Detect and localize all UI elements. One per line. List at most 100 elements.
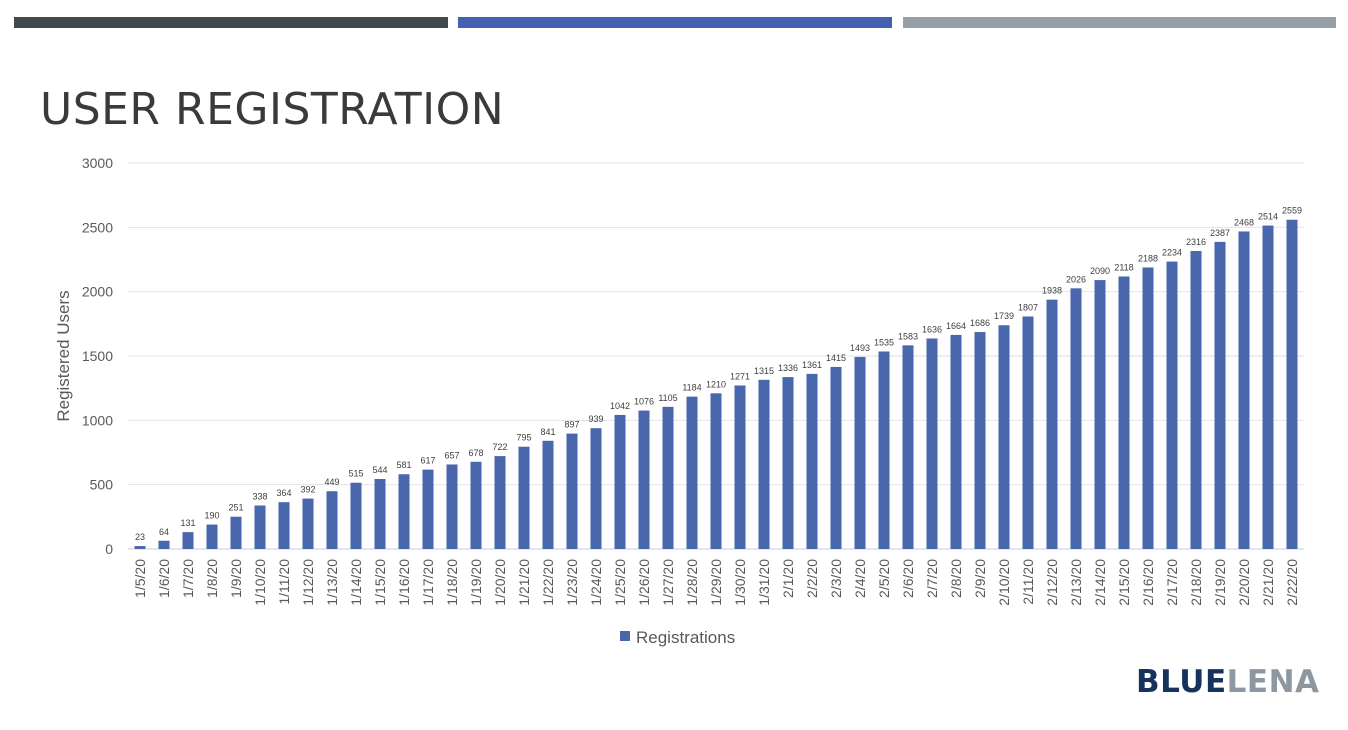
bar (614, 414, 626, 549)
header-bar-dark (14, 17, 448, 28)
bar (566, 433, 578, 549)
bar (1070, 288, 1082, 549)
x-tick-label: 1/30/20 (732, 559, 748, 606)
data-label: 1336 (778, 363, 798, 373)
x-tick-label: 1/5/20 (132, 559, 148, 598)
data-label: 1042 (610, 401, 630, 411)
x-tick-label: 2/17/20 (1164, 559, 1180, 606)
bar (182, 532, 194, 549)
bar (254, 505, 266, 549)
bar (590, 428, 602, 549)
bar (782, 377, 794, 549)
data-label: 251 (228, 503, 243, 513)
data-label: 617 (420, 456, 435, 466)
x-tick-label: 2/20/20 (1236, 559, 1252, 606)
data-label: 544 (372, 465, 387, 475)
x-tick-label: 1/15/20 (372, 559, 388, 606)
data-label: 1415 (826, 353, 846, 363)
data-label: 657 (444, 450, 459, 460)
x-tick-label: 1/8/20 (204, 559, 220, 598)
bar (1022, 316, 1034, 549)
bar (734, 385, 746, 549)
bar (902, 345, 914, 549)
bar (1286, 219, 1298, 549)
x-tick-label: 1/19/20 (468, 559, 484, 606)
data-label: 1664 (946, 321, 966, 331)
y-tick-label: 500 (90, 477, 114, 493)
bar (1142, 267, 1154, 549)
data-label: 2387 (1210, 228, 1230, 238)
x-tick-label: 1/26/20 (636, 559, 652, 606)
bar (806, 373, 818, 549)
x-tick-label: 1/27/20 (660, 559, 676, 606)
data-label: 2316 (1186, 237, 1206, 247)
data-label: 515 (348, 469, 363, 479)
x-tick-label: 2/2/20 (804, 559, 820, 598)
x-tick-label: 2/5/20 (876, 559, 892, 598)
data-label: 678 (468, 448, 483, 458)
bar (854, 356, 866, 549)
data-label: 795 (516, 433, 531, 443)
x-tick-label: 1/6/20 (156, 559, 172, 598)
y-tick-label: 2000 (82, 284, 113, 300)
bar (878, 351, 890, 549)
data-label: 1076 (634, 397, 654, 407)
data-label: 2514 (1258, 212, 1278, 222)
data-label: 2090 (1090, 266, 1110, 276)
bar (662, 406, 674, 549)
bar (1118, 276, 1130, 549)
bar (350, 482, 362, 549)
data-label: 1271 (730, 371, 750, 381)
bar (998, 325, 1010, 549)
bar (950, 334, 962, 549)
bar (470, 461, 482, 549)
data-label: 1184 (682, 383, 701, 393)
bar (710, 393, 722, 549)
x-tick-label: 1/24/20 (588, 559, 604, 606)
bar (134, 546, 146, 549)
x-tick-label: 2/6/20 (900, 559, 916, 598)
bar (686, 396, 698, 549)
bar (830, 366, 842, 549)
x-tick-label: 2/4/20 (852, 559, 868, 598)
x-tick-label: 1/29/20 (708, 559, 724, 606)
data-label: 449 (324, 477, 339, 487)
data-label: 190 (204, 511, 219, 521)
x-tick-label: 2/12/20 (1044, 559, 1060, 606)
data-label: 1636 (922, 325, 942, 335)
bar (638, 410, 650, 549)
y-tick-label: 0 (105, 541, 113, 557)
x-tick-label: 1/9/20 (228, 559, 244, 598)
bar (278, 502, 290, 549)
x-tick-label: 1/25/20 (612, 559, 628, 606)
data-label: 1361 (802, 360, 822, 370)
x-tick-label: 2/18/20 (1188, 559, 1204, 606)
bar (494, 456, 506, 549)
bar (1046, 299, 1058, 549)
header-bar-gray (903, 17, 1336, 28)
x-tick-label: 1/21/20 (516, 559, 532, 606)
bar (374, 479, 386, 549)
bar (326, 491, 338, 549)
bar (1238, 231, 1250, 549)
x-tick-label: 1/28/20 (684, 559, 700, 606)
data-label: 581 (396, 460, 411, 470)
data-label: 722 (492, 442, 507, 452)
x-tick-label: 2/15/20 (1116, 559, 1132, 606)
data-label: 338 (252, 492, 267, 502)
header-bar-blue (458, 17, 892, 28)
x-tick-label: 2/19/20 (1212, 559, 1228, 606)
x-tick-label: 2/22/20 (1284, 559, 1300, 606)
logo-text-lena: LENA (1226, 664, 1320, 700)
data-label: 2026 (1066, 274, 1086, 284)
bar (1262, 225, 1274, 550)
x-tick-label: 1/11/20 (276, 559, 292, 605)
data-label: 1686 (970, 318, 990, 328)
bar (518, 446, 530, 549)
x-tick-label: 1/7/20 (180, 559, 196, 598)
bar (230, 516, 242, 549)
data-label: 1583 (898, 331, 918, 341)
x-tick-label: 2/21/20 (1260, 559, 1276, 606)
x-tick-label: 1/20/20 (492, 559, 508, 606)
y-tick-label: 3000 (82, 155, 113, 171)
